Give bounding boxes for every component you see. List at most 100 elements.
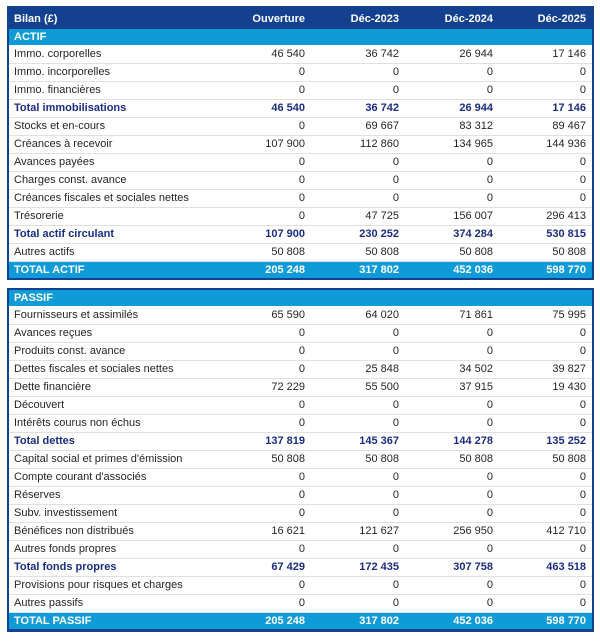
row-value: 55 500: [311, 378, 405, 397]
table-row: TOTAL ACTIF 205 248 317 802 452 036 598 770: [8, 261, 593, 279]
row-value: 0: [405, 171, 499, 190]
row-value: 452 036: [405, 261, 499, 279]
row-value: 137 819: [217, 432, 311, 451]
row-label: Charges const. avance: [8, 171, 217, 190]
section-header-row: PASSIF: [8, 289, 594, 306]
row-value: 0: [311, 153, 405, 172]
row-value: 50 808: [311, 450, 405, 469]
row-value: 69 667: [311, 117, 405, 136]
row-value: 50 808: [405, 243, 499, 262]
row-value: 0: [311, 63, 405, 82]
row-value: 205 248: [217, 612, 311, 630]
row-value: 144 278: [405, 432, 499, 451]
table-row: Subv. investissement 0 0 0 0: [8, 504, 594, 523]
row-value: 75 995: [499, 306, 594, 325]
row-value: 67 429: [217, 558, 311, 577]
section-header-row: ACTIF: [8, 29, 593, 45]
row-value: 598 770: [499, 261, 593, 279]
row-value: 0: [311, 324, 405, 343]
column-header: Déc-2024: [405, 7, 499, 29]
row-label: Stocks et en-cours: [8, 117, 217, 136]
row-value: 0: [499, 576, 594, 595]
row-value: 0: [311, 342, 405, 361]
table-header: Bilan (£) Ouverture Déc-2023 Déc-2024 Déc-20…: [8, 7, 593, 29]
row-value: 0: [499, 171, 593, 190]
row-value: 0: [405, 504, 499, 523]
row-value: 0: [405, 576, 499, 595]
row-value: 121 627: [311, 522, 405, 541]
table-row: Intérêts courus non échus 0 0 0 0: [8, 414, 594, 433]
row-value: 0: [499, 324, 594, 343]
table-row: Autres actifs 50 808 50 808 50 808 50 808: [8, 243, 593, 262]
row-value: 50 808: [499, 450, 594, 469]
row-value: 0: [311, 171, 405, 190]
row-label: Avances payées: [8, 153, 217, 172]
row-value: 39 827: [499, 360, 594, 379]
row-value: 50 808: [405, 450, 499, 469]
row-label: Immo. incorporelles: [8, 63, 217, 82]
row-label: TOTAL ACTIF: [8, 261, 217, 279]
row-value: 26 944: [405, 99, 499, 118]
row-label: Dette financière: [8, 378, 217, 397]
row-label: Avances reçues: [8, 324, 217, 343]
row-value: 71 861: [405, 306, 499, 325]
row-value: 296 413: [499, 207, 593, 226]
table-row: Compte courant d'associés 0 0 0 0: [8, 468, 594, 487]
row-value: 0: [405, 324, 499, 343]
row-value: 0: [405, 594, 499, 613]
table-row: Dettes fiscales et sociales nettes 0 25 84…: [8, 360, 594, 379]
row-value: 0: [217, 81, 311, 100]
table-row: Dette financière 72 229 55 500 37 915 19 430: [8, 378, 594, 397]
table-row: Produits const. avance 0 0 0 0: [8, 342, 594, 361]
row-value: 16 621: [217, 522, 311, 541]
row-value: 0: [311, 396, 405, 415]
table-row: Total actif circulant 107 900 230 252 374 2…: [8, 225, 593, 244]
row-value: 0: [311, 81, 405, 100]
row-value: 317 802: [311, 612, 405, 630]
row-value: 0: [217, 414, 311, 433]
row-value: 83 312: [405, 117, 499, 136]
row-value: 0: [405, 468, 499, 487]
row-value: 0: [499, 414, 594, 433]
table-row: Créances fiscales et sociales nettes 0 0 0 0: [8, 189, 593, 208]
row-value: 0: [499, 540, 594, 559]
row-value: 135 252: [499, 432, 594, 451]
row-label: Intérêts courus non échus: [8, 414, 217, 433]
row-label: Autres actifs: [8, 243, 217, 262]
row-label: Provisions pour risques et charges: [8, 576, 217, 595]
row-value: 19 430: [499, 378, 594, 397]
row-value: 0: [405, 540, 499, 559]
row-value: 0: [217, 594, 311, 613]
row-label: Autres fonds propres: [8, 540, 217, 559]
row-value: 530 815: [499, 225, 593, 244]
row-value: 0: [217, 486, 311, 505]
row-value: 50 808: [217, 243, 311, 262]
row-value: 317 802: [311, 261, 405, 279]
row-value: 0: [499, 468, 594, 487]
row-value: 0: [499, 189, 593, 208]
row-value: 0: [217, 540, 311, 559]
table-row: Immo. financières 0 0 0 0: [8, 81, 593, 100]
table-row: Charges const. avance 0 0 0 0: [8, 171, 593, 190]
row-value: 256 950: [405, 522, 499, 541]
row-value: 156 007: [405, 207, 499, 226]
row-value: 0: [311, 189, 405, 208]
row-value: 0: [217, 63, 311, 82]
row-value: 0: [217, 396, 311, 415]
column-header: Ouverture: [217, 7, 311, 29]
row-value: 112 860: [311, 135, 405, 154]
table-row: Créances à recevoir 107 900 112 860 134 965…: [8, 135, 593, 154]
row-value: 0: [311, 594, 405, 613]
row-label: Bénéfices non distribués: [8, 522, 217, 541]
row-value: 307 758: [405, 558, 499, 577]
table-row: Avances reçues 0 0 0 0: [8, 324, 594, 343]
section-title: PASSIF: [8, 289, 594, 306]
row-label: Total fonds propres: [8, 558, 217, 577]
row-value: 0: [499, 342, 594, 361]
row-label: Total dettes: [8, 432, 217, 451]
row-value: 0: [405, 342, 499, 361]
row-value: 65 590: [217, 306, 311, 325]
table-row: Immo. corporelles 46 540 36 742 26 944 17 14…: [8, 45, 593, 64]
row-value: 0: [217, 171, 311, 190]
balance-sheet-table-passif: PASSIF Fournisseurs et assimilés 65 590 64 …: [7, 288, 595, 632]
